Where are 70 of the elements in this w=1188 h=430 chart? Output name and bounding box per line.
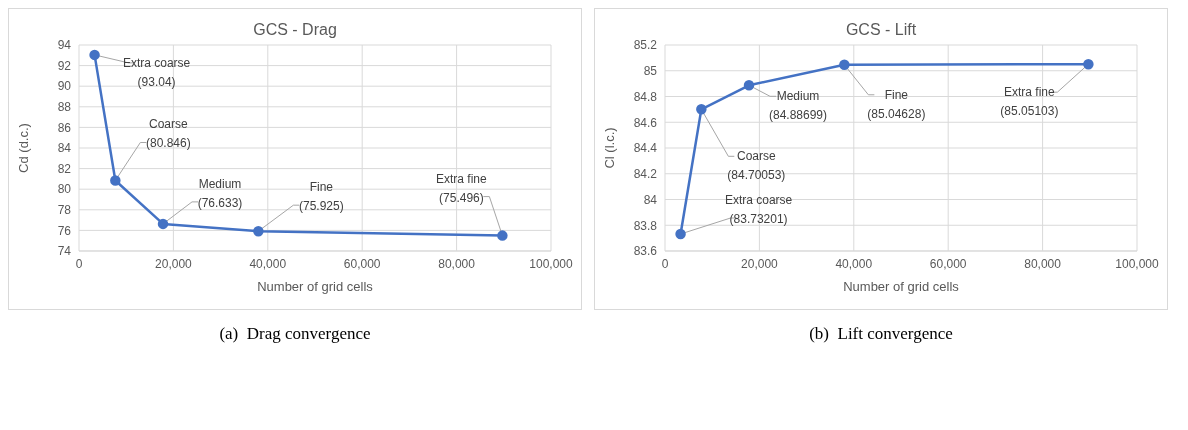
point	[675, 228, 686, 240]
y-tick-label: 80	[57, 182, 72, 197]
annotation: Fine	[309, 180, 334, 195]
annotation: Extra coarse	[724, 193, 793, 207]
x-tick-label: 20,000	[155, 256, 193, 271]
x-tick-label: 20,000	[741, 256, 779, 271]
point	[253, 225, 264, 237]
point	[839, 59, 850, 71]
y-tick-label: 84.4	[633, 141, 658, 156]
data-label: (75.925)	[299, 199, 344, 214]
y-tick-label: 84	[643, 192, 658, 207]
y-tick-label: 84.6	[633, 115, 658, 130]
x-tick-label: 80,000	[1024, 256, 1062, 271]
y-tick-label: 82	[57, 161, 72, 176]
text: (b) Lift convergence	[808, 324, 954, 344]
x-tick-label: 40,000	[835, 256, 873, 271]
y-tick-label: 90	[57, 79, 72, 94]
chart-title: GCS - Drag	[252, 21, 338, 39]
point	[157, 218, 169, 230]
chart-title: GCS - Lift	[844, 21, 918, 39]
y-tick-label: 84	[57, 141, 72, 156]
y-axis-title: Cd (d.c.)	[15, 123, 31, 173]
y-axis-title: Cl (l.c.)	[601, 127, 617, 169]
x-tick-label: 0	[661, 256, 669, 271]
annotation: Coarse	[149, 117, 189, 132]
y-tick-label: 74	[57, 244, 72, 259]
y-tick-label: 86	[57, 120, 72, 135]
point	[110, 175, 121, 186]
annotation: Medium	[776, 89, 820, 104]
data-label: (85.04628)	[867, 106, 926, 121]
data-label: (84.88699)	[768, 108, 828, 123]
y-tick-label: 84.2	[633, 167, 658, 182]
annotation: Extra fine	[1004, 85, 1056, 100]
y-tick-label: 78	[57, 203, 72, 218]
x-tick-label: 60,000	[343, 256, 381, 271]
annotation: Extra fine	[436, 171, 488, 186]
x-tick-label: 60,000	[929, 256, 967, 271]
annotation: Coarse	[737, 149, 777, 164]
text: (a) Drag convergence	[218, 324, 372, 344]
point	[89, 49, 100, 61]
y-tick-label: 76	[57, 223, 72, 238]
point	[743, 80, 755, 91]
x-axis-title: Number of grid cells	[257, 279, 374, 294]
y-tick-label: 94	[57, 38, 72, 53]
data-label: (80.846)	[145, 136, 191, 151]
y-tick-label: 85	[643, 64, 658, 79]
x-tick-label: 40,000	[249, 256, 287, 271]
data-label: (76.633)	[197, 195, 243, 210]
y-tick-label: 83.6	[633, 244, 658, 259]
data-label: (84.70053)	[727, 168, 786, 183]
annotation: Extra coarse	[122, 55, 191, 70]
data-label: (93.04)	[137, 74, 176, 89]
x-tick-label: 100,000	[1115, 256, 1160, 271]
y-tick-label: 88	[57, 100, 72, 115]
y-tick-label: 92	[57, 58, 72, 73]
y-tick-label: 83.8	[633, 218, 658, 233]
data-label: (75.496)	[439, 190, 484, 205]
point	[696, 104, 707, 115]
y-tick-label: 85.2	[633, 38, 658, 53]
point	[497, 230, 508, 241]
annotation: Fine	[884, 87, 909, 102]
y-tick-label: 84.8	[633, 89, 658, 104]
x-axis-title: Number of grid cells	[843, 279, 960, 294]
data-label: (85.05103)	[1000, 104, 1059, 119]
point	[1083, 58, 1094, 70]
annotation: Medium	[198, 176, 242, 191]
x-tick-label: 100,000	[529, 256, 574, 271]
x-tick-label: 0	[75, 256, 83, 271]
data-label: (83.73201)	[729, 212, 788, 226]
x-tick-label: 80,000	[438, 256, 476, 271]
